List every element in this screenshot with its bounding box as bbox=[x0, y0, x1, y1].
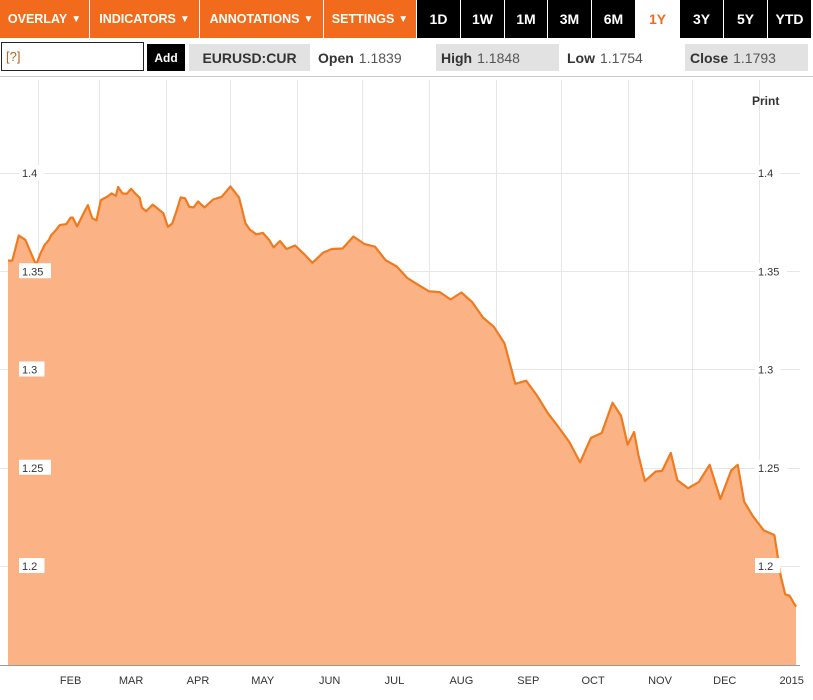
x-tick-label: NOV bbox=[648, 675, 673, 687]
range-1d-button[interactable]: 1D bbox=[417, 0, 461, 38]
x-tick-label: OCT bbox=[581, 675, 605, 687]
overlay-menu-button[interactable]: OVERLAY ▼ bbox=[0, 0, 90, 38]
y-tick-label-left: 1.3 bbox=[22, 365, 37, 377]
y-tick-label-left: 1.4 bbox=[22, 168, 37, 180]
y-tick-label-left: 1.25 bbox=[22, 463, 43, 475]
price-line bbox=[8, 185, 797, 608]
x-tick-label: JUN bbox=[319, 675, 340, 687]
chevron-down-icon: ▼ bbox=[398, 13, 409, 25]
y-tick-label-left: 1.35 bbox=[22, 266, 43, 278]
price-area-fill bbox=[8, 186, 796, 665]
print-button[interactable]: Print bbox=[752, 94, 780, 108]
y-tick-label-right: 1.2 bbox=[758, 561, 773, 573]
open-value: 1.1839 bbox=[358, 49, 402, 66]
x-tick-label: APR bbox=[187, 675, 210, 687]
y-axis-labels: 1.4 1.4 1.35 1.35 1.3 1.3 1.25 1.25 1.2 1.2 bbox=[19, 165, 787, 573]
price-chart[interactable]: 1.4 1.4 1.35 1.35 1.3 1.3 1.25 1.25 1.2 1.2 FEB MA… bbox=[0, 78, 813, 700]
y-tick-label-left: 1.2 bbox=[22, 561, 37, 573]
range-3m-button[interactable]: 3M bbox=[548, 0, 592, 38]
x-tick-label: FEB bbox=[60, 675, 81, 687]
high-quote: High 1.1848 bbox=[436, 44, 559, 71]
annotations-menu-button[interactable]: ANNOTATIONS ▼ bbox=[200, 0, 324, 38]
settings-menu-button[interactable]: SETTINGS ▼ bbox=[324, 0, 417, 38]
range-5y-button[interactable]: 5Y bbox=[724, 0, 768, 38]
price-chart-area: 1.4 1.4 1.35 1.35 1.3 1.3 1.25 1.25 1.2 1.2 FEB MA… bbox=[0, 78, 813, 700]
low-label: Low bbox=[567, 49, 595, 66]
symbol-box: EURUSD:CUR bbox=[189, 44, 310, 71]
close-quote: Close 1.1793 bbox=[685, 44, 808, 71]
range-ytd-button[interactable]: YTD bbox=[768, 0, 811, 38]
symbol-label: EURUSD:CUR bbox=[202, 49, 297, 66]
y-tick-label-right: 1.25 bbox=[758, 463, 779, 475]
low-value: 1.1754 bbox=[600, 49, 643, 66]
range-1w-button[interactable]: 1W bbox=[461, 0, 505, 38]
y-tick-label-right: 1.35 bbox=[758, 266, 779, 278]
y-tick-label-bg bbox=[19, 361, 45, 377]
open-quote: Open 1.1839 bbox=[318, 44, 430, 71]
y-tick-label-right: 1.3 bbox=[758, 365, 773, 377]
x-tick-label: JUL bbox=[385, 675, 405, 687]
low-quote: Low 1.1754 bbox=[567, 44, 679, 71]
toolbar-divider bbox=[0, 76, 813, 77]
high-label: High bbox=[441, 49, 473, 66]
open-label: Open bbox=[318, 49, 354, 66]
annotations-menu-label: ANNOTATIONS bbox=[209, 12, 300, 26]
x-tick-label: AUG bbox=[449, 675, 473, 687]
symbol-search-input[interactable] bbox=[1, 42, 144, 71]
x-tick-label: MAR bbox=[119, 675, 144, 687]
y-tick-label-right: 1.4 bbox=[758, 168, 773, 180]
y-tick-label-bg bbox=[755, 558, 781, 573]
overlay-menu-label: OVERLAY bbox=[7, 12, 68, 26]
x-tick-label: MAY bbox=[251, 675, 275, 687]
indicators-menu-button[interactable]: INDICATORS ▼ bbox=[90, 0, 200, 38]
y-tick-label-bg bbox=[19, 459, 51, 475]
x-tick-label: SEP bbox=[517, 675, 539, 687]
range-3y-button[interactable]: 3Y bbox=[680, 0, 724, 38]
y-tick-label-bg bbox=[19, 263, 51, 279]
y-tick-label-bg bbox=[755, 263, 787, 279]
y-tick-label-bg bbox=[755, 165, 781, 180]
range-1y-button[interactable]: 1Y bbox=[636, 0, 680, 38]
chevron-down-icon: ▼ bbox=[303, 13, 314, 25]
y-tick-label-bg bbox=[755, 361, 781, 377]
y-tick-label-bg bbox=[755, 459, 787, 475]
high-value: 1.1848 bbox=[477, 49, 520, 66]
settings-menu-label: SETTINGS bbox=[331, 12, 395, 26]
chevron-down-icon: ▼ bbox=[179, 13, 190, 25]
x-axis-labels: FEB MAR APR MAY JUN JUL AUG SEP OCT NOV DEC 2015 bbox=[60, 675, 804, 687]
range-1m-button[interactable]: 1M bbox=[505, 0, 548, 38]
add-button[interactable]: Add bbox=[147, 44, 185, 71]
chevron-down-icon: ▼ bbox=[71, 13, 82, 25]
chart-toolbar: OVERLAY ▼ INDICATORS ▼ ANNOTATIONS ▼ SETTIN… bbox=[0, 0, 813, 38]
x-tick-label: DEC bbox=[713, 675, 736, 687]
close-label: Close bbox=[690, 49, 729, 66]
y-tick-label-bg bbox=[19, 558, 45, 573]
indicators-menu-label: INDICATORS bbox=[99, 12, 176, 26]
x-tick-label: 2015 bbox=[779, 675, 803, 687]
close-value: 1.1793 bbox=[733, 49, 776, 66]
range-6m-button[interactable]: 6M bbox=[592, 0, 636, 38]
y-tick-label-bg bbox=[19, 165, 45, 180]
